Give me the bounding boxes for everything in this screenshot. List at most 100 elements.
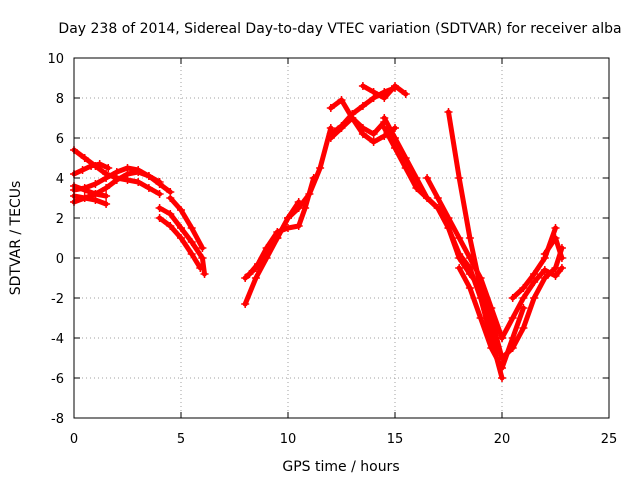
data-point xyxy=(102,192,111,200)
series-track-24 xyxy=(510,225,558,301)
data-point xyxy=(95,160,104,168)
grid-layer xyxy=(74,58,609,418)
data-point xyxy=(187,224,196,232)
data-point xyxy=(294,222,303,230)
series-track-20 xyxy=(446,109,505,361)
data-point xyxy=(557,264,566,272)
series-track-12 xyxy=(242,199,302,281)
data-point xyxy=(498,354,506,362)
data-point xyxy=(519,294,528,302)
data-point xyxy=(102,174,111,182)
data-point xyxy=(444,214,453,222)
data-point xyxy=(348,114,357,122)
data-point xyxy=(557,254,566,262)
data-point xyxy=(112,176,121,184)
data-point xyxy=(476,284,485,292)
data-point xyxy=(455,174,464,182)
series-track-19 xyxy=(424,175,505,341)
series-track-5 xyxy=(71,193,109,207)
data-point xyxy=(519,284,528,292)
data-point xyxy=(391,144,399,152)
data-point xyxy=(433,194,442,202)
series-track-18 xyxy=(381,125,505,381)
x-tick-label: 20 xyxy=(494,432,511,447)
plot-frame xyxy=(73,57,610,419)
data-point xyxy=(104,164,113,172)
data-point xyxy=(80,186,89,194)
data-point xyxy=(401,164,410,172)
data-point xyxy=(155,190,164,198)
data-point xyxy=(508,344,517,352)
data-layer xyxy=(70,82,566,382)
data-point xyxy=(144,184,153,192)
data-point xyxy=(284,214,292,222)
data-point xyxy=(476,314,485,322)
data-point xyxy=(337,96,346,104)
data-point xyxy=(380,94,389,102)
data-point xyxy=(444,108,453,116)
data-point xyxy=(123,164,132,172)
data-point xyxy=(80,194,89,202)
data-point xyxy=(423,174,432,182)
data-point xyxy=(530,278,539,286)
data-point xyxy=(380,124,389,132)
data-point xyxy=(369,88,378,96)
y-tick-label: -4 xyxy=(51,332,64,347)
y-tick-label: 0 xyxy=(56,252,64,267)
data-point xyxy=(198,254,207,262)
data-point xyxy=(144,172,153,180)
data-point xyxy=(530,270,539,278)
y-tick-label: 6 xyxy=(56,132,64,147)
data-point xyxy=(166,210,175,218)
data-point xyxy=(369,138,378,146)
data-point xyxy=(455,250,464,258)
data-point xyxy=(177,234,185,242)
data-point xyxy=(498,374,506,382)
data-point xyxy=(155,214,164,222)
tick-layer: 0 5 10 15 20 25 -8 -6 -4 -2 0 2 4 6 8 10 xyxy=(47,52,617,447)
data-point xyxy=(294,198,303,206)
y-tick-label: -8 xyxy=(51,412,64,427)
data-point xyxy=(326,134,335,142)
data-point xyxy=(155,204,164,212)
chart-title: Day 238 of 2014, Sidereal Day-to-day VTE… xyxy=(58,21,621,37)
data-point xyxy=(369,130,378,138)
data-point xyxy=(112,168,121,176)
y-tick-label: 8 xyxy=(56,92,64,107)
x-tick-label: 25 xyxy=(601,432,618,447)
data-point xyxy=(540,266,549,274)
y-tick-label: -2 xyxy=(51,292,64,307)
data-point xyxy=(498,334,506,342)
data-point xyxy=(78,166,87,174)
data-point xyxy=(551,272,560,280)
x-axis-label: GPS time / hours xyxy=(282,459,399,475)
data-point xyxy=(262,250,271,258)
data-point xyxy=(241,274,250,282)
data-point xyxy=(134,178,143,186)
data-point xyxy=(309,174,318,182)
x-tick-label: 0 xyxy=(70,432,78,447)
data-point xyxy=(273,234,282,242)
data-point xyxy=(519,324,528,332)
data-point xyxy=(551,234,560,242)
data-point xyxy=(91,180,100,188)
data-point xyxy=(91,190,100,198)
y-tick-label: 2 xyxy=(56,212,64,227)
data-point xyxy=(187,238,196,246)
y-tick-label: -6 xyxy=(51,372,64,387)
data-point xyxy=(187,250,196,258)
data-point xyxy=(80,154,89,162)
series-track-9 xyxy=(167,195,205,251)
data-point xyxy=(241,300,250,308)
data-point xyxy=(166,194,175,202)
data-point xyxy=(134,166,143,174)
data-point xyxy=(380,114,389,122)
data-point xyxy=(177,224,185,232)
data-point xyxy=(465,284,474,292)
data-point xyxy=(391,82,399,90)
data-point xyxy=(166,222,175,230)
data-point xyxy=(455,234,464,242)
data-point xyxy=(316,164,325,172)
data-point xyxy=(498,364,506,372)
